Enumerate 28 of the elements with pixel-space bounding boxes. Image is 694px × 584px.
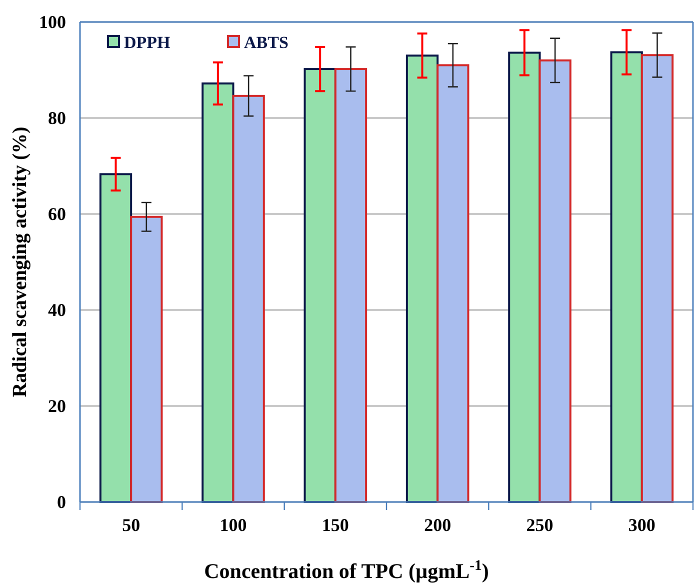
y-tick-label: 80 (48, 108, 66, 128)
legend-label: ABTS (244, 33, 288, 52)
bar (508, 52, 541, 503)
y-tick-label: 40 (48, 300, 66, 320)
legend-label: DPPH (124, 33, 170, 52)
bar (538, 59, 572, 503)
bar (436, 64, 470, 503)
x-tick-label: 50 (122, 514, 140, 535)
bar (304, 68, 336, 503)
y-tick-label: 0 (57, 492, 66, 512)
x-tick-label: 150 (322, 514, 349, 535)
x-tick-label: 250 (526, 514, 554, 535)
y-tick-label: 20 (48, 396, 66, 416)
x-tick-label: 100 (220, 514, 247, 535)
bar (334, 68, 368, 503)
bar (406, 54, 439, 503)
bar (640, 54, 674, 503)
y-tick-label: 60 (48, 204, 66, 224)
bar (99, 173, 132, 503)
x-axis-title: Concentration of TPC (µgmL$^{-1}$) (204, 558, 489, 583)
bar (610, 51, 643, 503)
bar (202, 82, 234, 503)
y-axis-title: Radical scavenging activity (%) (9, 126, 31, 398)
x-tick-label: 300 (628, 514, 656, 535)
bar (130, 216, 163, 503)
y-tick-label: 100 (39, 12, 66, 32)
bar (232, 94, 265, 503)
x-tick-label: 200 (424, 514, 452, 535)
